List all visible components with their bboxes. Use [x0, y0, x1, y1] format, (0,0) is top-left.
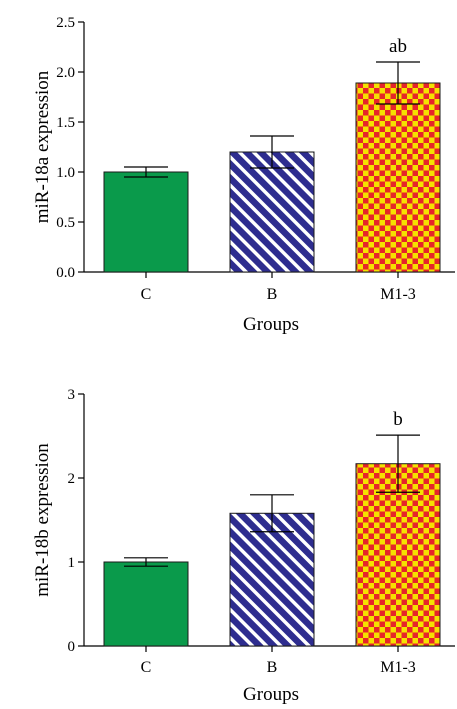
chart-panel-mir18a: miR-18a expression Groups 0.0 0.5 1.0 1.5 2.…: [32, 15, 455, 335]
bar-b: [229, 151, 315, 273]
y-tick-label: 2: [68, 471, 76, 487]
y-axis-title: miR-18b expression: [32, 443, 53, 597]
y-tick-label: 2.0: [56, 65, 75, 81]
significance-label: ab: [389, 36, 407, 57]
x-tick-label: M1-3: [380, 286, 416, 303]
x-tick-label: B: [267, 659, 278, 676]
x-tick-label: M1-3: [380, 659, 416, 676]
x-tick-label: B: [267, 286, 278, 303]
y-tick-label: 0.5: [56, 215, 75, 231]
y-tick-label: 0.0: [56, 265, 75, 281]
x-axis-title: Groups: [243, 684, 299, 705]
x-tick-label: C: [141, 659, 152, 676]
y-tick-label: 0: [68, 639, 76, 655]
y-axis-title: miR-18a expression: [32, 70, 53, 223]
y-tick-label: 2.5: [56, 15, 75, 31]
bar-b: [229, 512, 315, 647]
y-tick-label: 3: [68, 387, 76, 403]
bar-c: [103, 171, 189, 273]
chart-panel-mir18b: miR-18b expression Groups 0 1 2 3 C Bb M1-3: [32, 387, 455, 705]
bar-c: [103, 561, 189, 647]
y-tick-label: 1.0: [56, 165, 75, 181]
y-tick-label: 1.5: [56, 115, 75, 131]
bar-m1-3: [355, 82, 441, 273]
x-tick-label: C: [141, 286, 152, 303]
x-axis-title: Groups: [243, 314, 299, 335]
significance-label: b: [393, 409, 403, 430]
y-tick-label: 1: [68, 555, 76, 571]
